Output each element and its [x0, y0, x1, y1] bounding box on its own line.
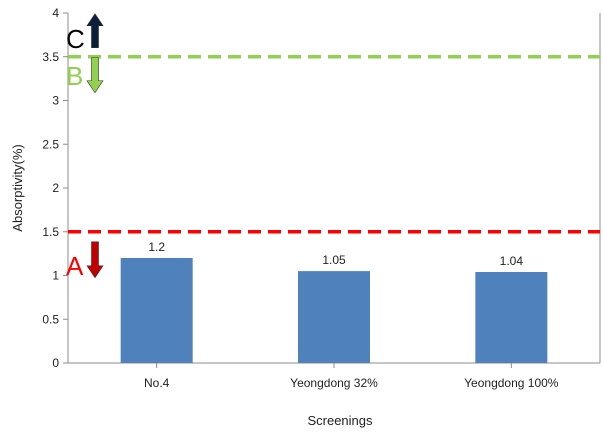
y-tick-label: 2.5	[42, 137, 59, 151]
data-labels: 1.2 1.05 1.04	[148, 240, 523, 268]
reference-lines	[68, 55, 600, 234]
y-tick-label: 1.5	[42, 225, 59, 239]
category-label-2: Yeongdong 32%	[290, 376, 378, 390]
y-tick-label: 0	[52, 356, 59, 370]
zone-label-a: A	[66, 251, 84, 281]
bar-3	[475, 272, 548, 363]
zone-arrow-b-icon	[86, 57, 104, 94]
y-axis-title: Absorptivity(%)	[10, 144, 25, 231]
y-axis-ticks: 0 0.5 1 1.5 2 2.5 3 3.5 4	[42, 6, 68, 370]
category-label-3: Yeongdong 100%	[464, 376, 559, 390]
zone-label-b: B	[66, 61, 83, 91]
zone-label-c: C	[66, 24, 85, 54]
y-tick-label: 3.5	[42, 50, 59, 64]
x-axis-categories: No.4 Yeongdong 32% Yeongdong 100%	[144, 363, 559, 390]
bar-2	[298, 271, 370, 363]
category-label-1: No.4	[144, 376, 170, 390]
bars	[120, 258, 548, 363]
bar-1	[120, 258, 193, 363]
data-label-1: 1.2	[148, 240, 165, 254]
y-tick-label: 1	[52, 269, 59, 283]
data-label-3: 1.04	[500, 254, 524, 268]
y-tick-label: 0.5	[42, 312, 59, 326]
y-tick-label: 4	[52, 6, 59, 20]
zone-arrow-c-icon	[86, 13, 104, 49]
y-tick-label: 3	[52, 94, 59, 108]
zone-arrow-a-icon	[86, 241, 104, 279]
zone-markers: CB A	[66, 13, 104, 281]
data-label-2: 1.05	[322, 253, 346, 267]
y-tick-label: 2	[52, 181, 59, 195]
x-axis-title: Screenings	[307, 413, 373, 428]
